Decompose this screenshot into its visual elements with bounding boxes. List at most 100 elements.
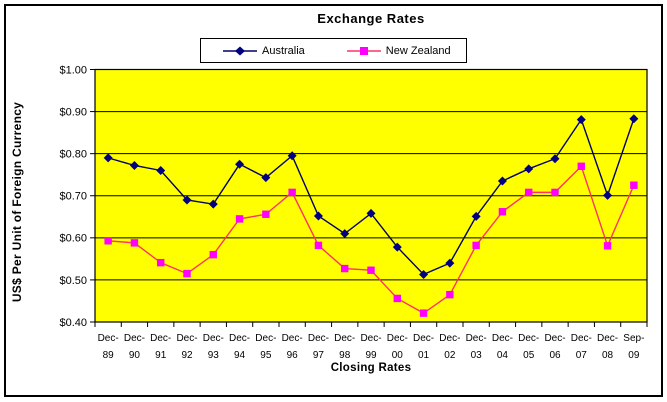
new-zealand-data-point <box>446 290 454 299</box>
x-axis-tick-label: Sep- <box>623 333 644 344</box>
new-zealand-data-point <box>130 239 139 247</box>
x-axis-title: Closing Rates <box>330 362 412 374</box>
australia-data-point <box>471 211 481 221</box>
new-zealand-data-point <box>314 241 323 250</box>
x-axis-tick-label: 00 <box>392 350 404 361</box>
x-axis-tick-label: 07 <box>576 350 588 361</box>
new-zealand-data-point <box>551 188 559 197</box>
y-axis-tick-label: $0.40 <box>59 317 87 329</box>
new-zealand-data-point <box>288 188 296 197</box>
y-axis-tick-label: $0.80 <box>59 149 87 161</box>
x-axis-tick-label: 90 <box>129 350 141 361</box>
x-axis-tick-label: 91 <box>155 350 167 361</box>
australia-data-point <box>103 153 113 163</box>
x-axis-tick-label: 01 <box>418 350 430 361</box>
x-axis-tick-label: Dec- <box>229 333 250 344</box>
x-axis-tick-label: Dec- <box>544 333 565 344</box>
x-axis-tick-label: Dec- <box>334 333 355 344</box>
australia-data-point <box>208 199 218 209</box>
x-axis-tick-label: Dec- <box>282 333 303 344</box>
new-zealand-line-marker-icon <box>346 45 381 57</box>
x-axis-tick-label: 08 <box>602 350 614 361</box>
new-zealand-data-point <box>419 309 428 317</box>
australia-data-point <box>629 114 639 124</box>
y-axis-tick-label: $0.60 <box>59 233 87 245</box>
new-zealand-data-point <box>393 294 401 303</box>
x-axis-tick-label: Dec- <box>439 333 460 344</box>
x-axis-tick-label: 94 <box>234 350 246 361</box>
x-axis-tick-label: Dec- <box>492 333 513 344</box>
new-zealand-data-point <box>472 241 480 250</box>
new-zealand-data-point <box>603 242 612 250</box>
x-axis-tick-label: Dec- <box>413 333 434 344</box>
new-zealand-data-point <box>209 250 217 259</box>
new-zealand-data-point <box>525 188 533 197</box>
new-zealand-data-point <box>341 264 349 273</box>
australia-data-point <box>366 208 376 218</box>
x-axis-tick-label: Dec- <box>466 333 487 344</box>
y-axis-tick-label: $1.00 <box>59 64 87 76</box>
x-axis-tick-label: Dec- <box>518 333 539 344</box>
australia-data-point <box>497 176 507 186</box>
x-axis-tick-label: Dec- <box>597 333 618 344</box>
australia-data-point <box>550 154 560 164</box>
x-axis-tick-label: 97 <box>313 350 325 361</box>
x-axis-tick-label: Dec- <box>255 333 276 344</box>
australia-data-point <box>156 166 166 175</box>
australia-data-point <box>261 173 271 183</box>
new-zealand-data-point <box>367 266 375 274</box>
x-axis-tick-label: 02 <box>444 350 456 361</box>
x-axis-tick-label: 95 <box>260 350 272 361</box>
australia-data-point <box>129 160 139 170</box>
x-axis-tick-label: 05 <box>523 350 535 361</box>
australia-data-point <box>235 159 245 169</box>
new-zealand-data-point <box>157 258 165 267</box>
australia-data-point <box>576 115 586 125</box>
y-axis-tick-label: $0.90 <box>59 106 87 118</box>
new-zealand-data-point <box>235 215 244 223</box>
y-axis-tick-label: $0.50 <box>59 275 87 287</box>
x-axis-tick-label: 92 <box>181 350 193 361</box>
australia-line-marker-icon <box>223 45 257 57</box>
y-axis-tick-label: $0.70 <box>59 191 87 203</box>
legend-label-new-zealand: New Zealand <box>385 44 451 57</box>
new-zealand-data-point <box>183 269 191 278</box>
x-axis-tick-label: 06 <box>549 350 561 361</box>
x-axis-tick-label: Dec- <box>124 333 145 344</box>
x-axis-tick-label: Dec- <box>360 333 381 344</box>
legend-item-new-zealand[interactable]: New Zealand <box>346 44 451 57</box>
legend-item-australia[interactable]: Australia <box>223 45 305 57</box>
x-axis-tick-label: Dec- <box>203 333 224 344</box>
x-axis-tick-label: Dec- <box>308 333 329 344</box>
x-axis-tick-label: 93 <box>208 350 220 361</box>
x-axis-tick-label: 98 <box>339 350 351 361</box>
x-axis-tick-label: Dec- <box>176 333 197 344</box>
new-zealand-data-point <box>577 162 585 170</box>
australia-data-point <box>445 258 455 268</box>
x-axis-tick-label: 09 <box>628 350 640 361</box>
new-zealand-data-point <box>498 208 507 216</box>
chart-title: Exchange Rates <box>317 11 425 26</box>
australia-data-point <box>524 164 534 174</box>
x-axis-tick-label: Dec- <box>98 333 119 344</box>
new-zealand-data-point <box>262 210 270 218</box>
x-axis-tick-label: Dec- <box>150 333 171 344</box>
australia-data-point <box>392 242 402 252</box>
x-axis-tick-label: 89 <box>103 350 115 361</box>
australia-data-point <box>419 269 429 279</box>
australia-data-point <box>182 195 192 205</box>
x-axis-tick-label: 04 <box>497 350 509 361</box>
x-axis-tick-label: 96 <box>287 350 299 361</box>
x-axis-tick-label: Dec- <box>387 333 408 344</box>
australia-data-point <box>340 229 350 239</box>
australia-data-point <box>313 211 323 221</box>
x-axis-tick-label: 03 <box>471 350 483 361</box>
new-zealand-data-point <box>630 181 638 189</box>
new-zealand-data-point <box>104 237 112 245</box>
australia-data-point <box>603 190 613 200</box>
x-axis-tick-label: 99 <box>365 350 377 361</box>
australia-data-point <box>287 151 297 161</box>
legend-label-australia: Australia <box>262 44 305 57</box>
legend: Australia New Zealand <box>200 38 467 63</box>
